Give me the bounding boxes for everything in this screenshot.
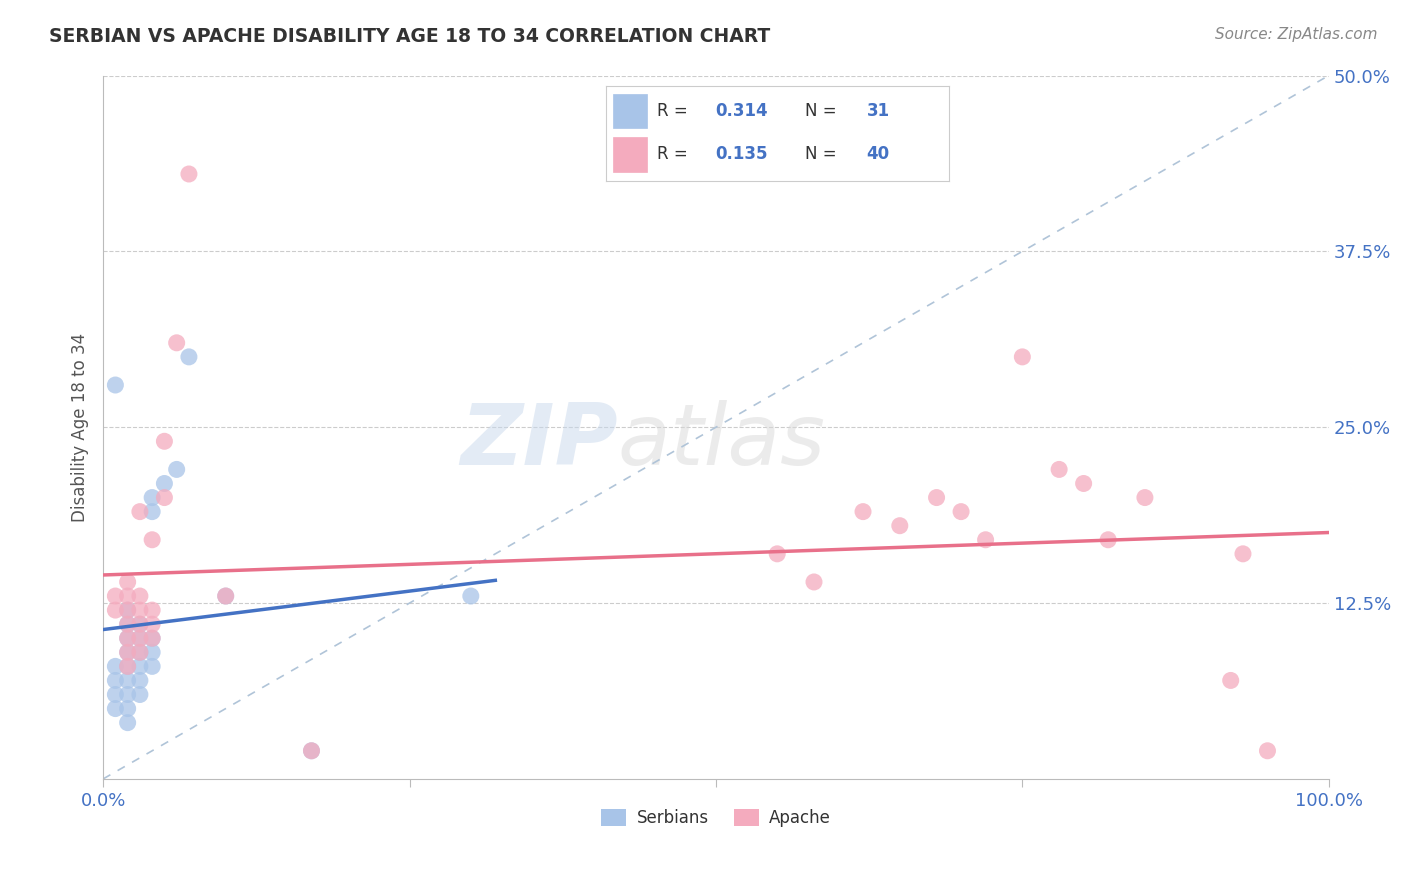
Point [129, 688, 152, 702]
Point [129, 659, 152, 673]
Point [215, 589, 238, 603]
Text: Source: ZipAtlas.com: Source: ZipAtlas.com [1215, 27, 1378, 42]
Point [166, 335, 188, 350]
Point [129, 505, 152, 519]
Point [1011, 350, 1033, 364]
Point [129, 673, 152, 688]
Point [117, 645, 139, 659]
Point [117, 701, 139, 715]
Text: ZIP: ZIP [460, 400, 617, 483]
Point [1256, 744, 1278, 758]
Point [117, 659, 139, 673]
Point [1073, 476, 1095, 491]
Point [117, 617, 139, 632]
Point [974, 533, 997, 547]
Point [129, 603, 152, 617]
Point [215, 589, 238, 603]
Point [104, 659, 127, 673]
Point [104, 688, 127, 702]
Point [301, 744, 323, 758]
Point [129, 645, 152, 659]
Point [104, 589, 127, 603]
Point [117, 632, 139, 646]
Point [117, 659, 139, 673]
Point [141, 603, 163, 617]
Point [141, 632, 163, 646]
Point [852, 505, 875, 519]
Point [177, 167, 200, 181]
Point [117, 673, 139, 688]
Point [129, 589, 152, 603]
Point [766, 547, 789, 561]
Point [129, 645, 152, 659]
Point [1232, 547, 1254, 561]
Point [889, 518, 911, 533]
Point [141, 491, 163, 505]
Point [104, 673, 127, 688]
Point [141, 617, 163, 632]
Point [129, 632, 152, 646]
Point [117, 603, 139, 617]
Point [141, 645, 163, 659]
Y-axis label: Disability Age 18 to 34: Disability Age 18 to 34 [72, 333, 89, 522]
Point [117, 632, 139, 646]
Legend: Serbians, Apache: Serbians, Apache [595, 803, 837, 834]
Point [153, 476, 176, 491]
Point [117, 645, 139, 659]
Point [166, 462, 188, 476]
Point [925, 491, 948, 505]
Point [950, 505, 973, 519]
Point [104, 701, 127, 715]
Point [460, 589, 482, 603]
Point [141, 632, 163, 646]
Text: atlas: atlas [617, 400, 825, 483]
Point [1047, 462, 1070, 476]
Point [1097, 533, 1119, 547]
Point [117, 688, 139, 702]
Point [129, 632, 152, 646]
Point [104, 378, 127, 392]
Point [117, 715, 139, 730]
Point [803, 574, 825, 589]
Point [153, 434, 176, 449]
Point [141, 533, 163, 547]
Point [141, 659, 163, 673]
Point [117, 574, 139, 589]
Point [117, 603, 139, 617]
Point [177, 350, 200, 364]
Point [141, 505, 163, 519]
Point [1219, 673, 1241, 688]
Point [129, 617, 152, 632]
Point [1133, 491, 1156, 505]
Point [153, 491, 176, 505]
Point [129, 617, 152, 632]
Text: SERBIAN VS APACHE DISABILITY AGE 18 TO 34 CORRELATION CHART: SERBIAN VS APACHE DISABILITY AGE 18 TO 3… [49, 27, 770, 45]
Point [104, 603, 127, 617]
Point [117, 589, 139, 603]
Point [117, 617, 139, 632]
Point [301, 744, 323, 758]
